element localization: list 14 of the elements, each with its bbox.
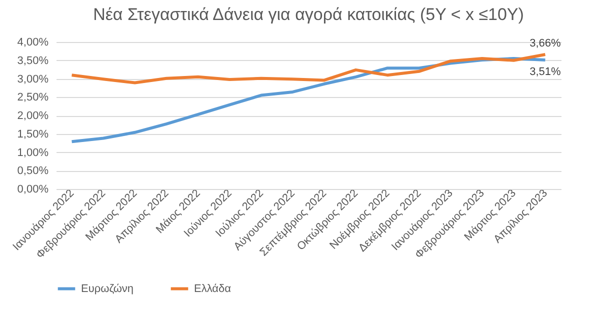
data-label: 3,66% xyxy=(530,37,562,50)
y-tick-label: 1,50% xyxy=(17,128,49,140)
y-tick-label: 4,00% xyxy=(17,36,49,48)
chart-title: Νέα Στεγαστικά Δάνεια για αγορά κατοικίας (5Y < x ≤10Y) xyxy=(93,5,524,24)
y-tick-label: 0,00% xyxy=(17,184,49,196)
y-tick-label: 2,50% xyxy=(17,92,49,104)
y-tick-label: 0,50% xyxy=(17,165,49,178)
y-tick-label: 3,00% xyxy=(17,73,49,86)
y-tick-label: 3,50% xyxy=(17,54,49,67)
legend-label: Ευρωζώνη xyxy=(81,282,134,295)
legend-label: Ελλάδα xyxy=(194,282,232,295)
y-tick-label: 1,00% xyxy=(17,146,49,159)
y-tick-label: 2,00% xyxy=(17,110,49,122)
data-label: 3,51% xyxy=(530,66,562,78)
